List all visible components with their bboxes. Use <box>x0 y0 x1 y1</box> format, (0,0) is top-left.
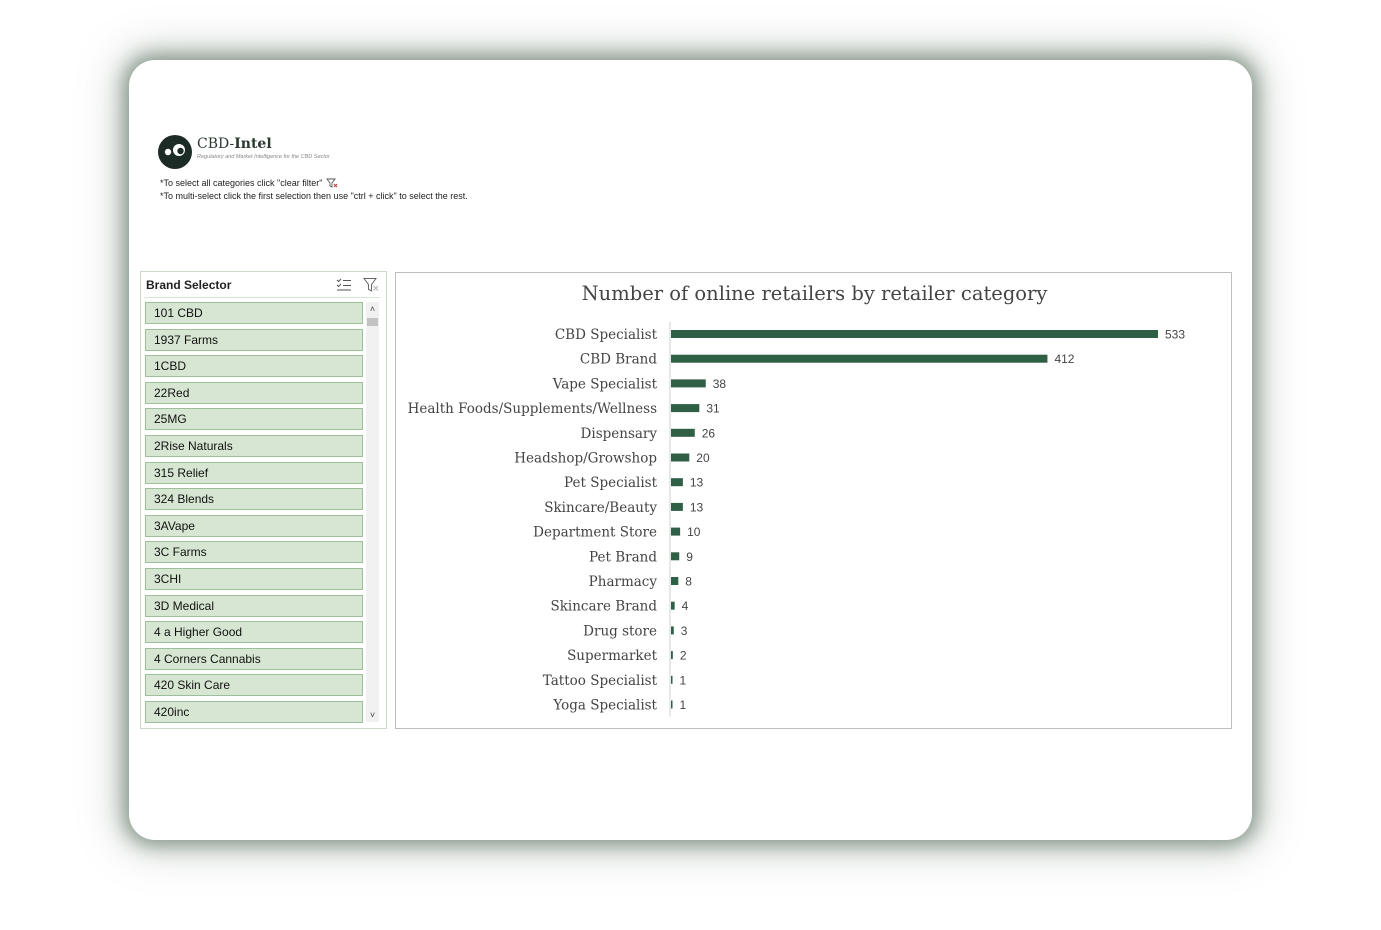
category-label: Pharmacy <box>589 574 658 590</box>
slicer-item[interactable]: 3CHI <box>145 567 363 590</box>
scroll-down-icon[interactable]: ˅ <box>369 710 376 720</box>
category-label: Drug store <box>583 623 657 639</box>
category-label: Pet Brand <box>589 549 657 565</box>
bar <box>671 675 673 684</box>
category-label: Department Store <box>533 525 657 541</box>
category-label: Yoga Specialist <box>552 698 657 714</box>
value-label: 3 <box>681 624 688 638</box>
clear-filter-icon[interactable] <box>363 277 379 293</box>
cbd-intel-logo <box>158 135 192 169</box>
value-label: 2 <box>680 649 687 663</box>
brand-selector-slicer: Brand Selector 101 CBD 1937 Farms 1CBD 22Re… <box>140 271 387 729</box>
value-label: 8 <box>685 575 692 589</box>
value-label: 1 <box>680 673 687 687</box>
bar <box>671 404 700 413</box>
bar <box>671 379 706 388</box>
note-select-all: *To select all categories click "clear f… <box>160 178 338 189</box>
value-label: 31 <box>706 402 720 416</box>
value-label: 412 <box>1054 352 1074 366</box>
slicer-item[interactable]: 4 a Higher Good <box>145 621 363 644</box>
bar <box>671 552 680 561</box>
slicer-item[interactable]: 315 Relief <box>145 461 363 484</box>
category-label: Pet Specialist <box>564 475 658 491</box>
slicer-title: Brand Selector <box>146 278 232 292</box>
clear-filter-icon <box>326 178 338 188</box>
slicer-item[interactable]: 420 Skin Care <box>145 674 363 697</box>
value-label: 9 <box>686 550 693 564</box>
bar <box>671 626 674 635</box>
multi-select-icon[interactable] <box>336 277 352 293</box>
slicer-item[interactable]: 420inc <box>145 700 363 723</box>
category-label: Skincare Brand <box>550 599 657 615</box>
bar <box>671 330 1158 338</box>
retailer-chart: Number of online retailers by retailer c… <box>395 272 1232 729</box>
value-label: 20 <box>696 451 710 465</box>
value-label: 4 <box>682 599 689 613</box>
slicer-item[interactable]: 1937 Farms <box>145 328 363 351</box>
slicer-item[interactable]: 22Red <box>145 381 363 404</box>
value-label: 13 <box>690 500 704 514</box>
bar <box>671 453 690 462</box>
value-label: 38 <box>713 377 727 391</box>
slicer-item[interactable]: 2Rise Naturals <box>145 434 363 457</box>
note-multi-select: *To multi-select click the first selecti… <box>160 191 468 201</box>
value-label: 26 <box>702 426 716 440</box>
scroll-thumb[interactable] <box>367 318 378 326</box>
category-label: Health Foods/Supplements/Wellness <box>408 401 657 417</box>
value-label: 13 <box>690 476 704 490</box>
category-label: Skincare/Beauty <box>544 500 657 516</box>
chart-title: Number of online retailers by retailer c… <box>581 282 1048 305</box>
category-label: Dispensary <box>581 426 658 442</box>
slicer-item[interactable]: 3C Farms <box>145 541 363 564</box>
slicer-item[interactable]: 3AVape <box>145 514 363 537</box>
bar <box>671 651 673 660</box>
bar <box>671 478 683 487</box>
slicer-item[interactable]: 4 Corners Cannabis <box>145 647 363 670</box>
bar <box>671 601 675 610</box>
slicer-item[interactable]: 3D Medical <box>145 594 363 617</box>
bar <box>671 527 681 536</box>
slicer-item[interactable]: 1CBD <box>145 355 363 378</box>
category-label: Headshop/Growshop <box>514 451 657 467</box>
category-label: CBD Brand <box>580 352 657 368</box>
category-label: Vape Specialist <box>552 376 658 392</box>
brand-name: CBD-Intel <box>197 136 272 152</box>
value-label: 533 <box>1165 328 1185 342</box>
value-label: 1 <box>680 698 687 712</box>
bar <box>671 502 683 511</box>
slicer-item-list: 101 CBD 1937 Farms 1CBD 22Red 25MG 2Rise Natu… <box>145 302 363 728</box>
category-label: CBD Specialist <box>555 327 658 343</box>
scroll-up-icon[interactable]: ˄ <box>369 304 376 314</box>
value-label: 10 <box>687 525 701 539</box>
category-label: Supermarket <box>567 648 658 664</box>
slicer-item[interactable]: 101 CBD <box>145 302 363 324</box>
bar <box>671 354 1048 363</box>
slicer-item[interactable]: 25MG <box>145 408 363 431</box>
slicer-header-divider <box>144 297 380 298</box>
slicer-item[interactable]: 324 Blends <box>145 488 363 511</box>
category-label: Tattoo Specialist <box>543 673 658 689</box>
slicer-scrollbar[interactable]: ˄ ˅ <box>366 302 379 722</box>
bar <box>671 428 695 437</box>
brand-tagline: Regulatory and Market Intelligence for t… <box>197 154 330 160</box>
bar <box>671 700 673 709</box>
bar <box>671 577 679 585</box>
